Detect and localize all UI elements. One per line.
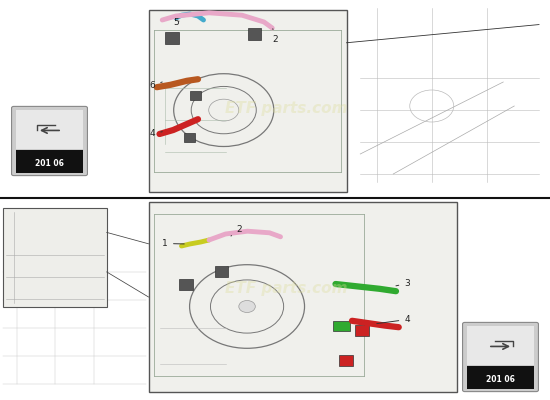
Bar [0,0,550,198]
Bar [148,202,456,392]
Bar [179,279,192,290]
FancyBboxPatch shape [12,106,87,176]
Text: 201 06: 201 06 [486,375,515,384]
Bar [339,355,353,366]
Text: ETF parts.com: ETF parts.com [225,280,347,296]
Bar [0,198,550,400]
Bar [3,208,107,306]
Bar [184,132,195,142]
Text: ETF parts.com: ETF parts.com [225,100,347,116]
Text: 4: 4 [377,315,410,324]
Text: 2: 2 [231,225,242,236]
Bar [16,150,83,173]
Circle shape [239,300,255,312]
Bar [355,325,368,336]
Text: 2: 2 [272,29,278,44]
Bar [165,32,179,44]
FancyBboxPatch shape [463,322,538,392]
Bar [248,28,261,40]
Bar [148,10,346,192]
Text: 5: 5 [173,18,179,27]
Text: 1: 1 [162,239,184,248]
Bar [467,366,534,389]
Text: 4: 4 [150,129,162,138]
Bar [467,326,534,366]
Text: 6: 6 [150,81,162,90]
Bar [214,266,228,277]
Bar [190,91,201,100]
Bar [16,110,83,150]
Text: 3: 3 [396,279,410,288]
Text: 201 06: 201 06 [35,159,64,168]
Bar [333,321,350,331]
